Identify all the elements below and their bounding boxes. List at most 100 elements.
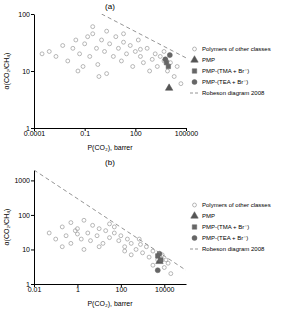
data-point <box>136 38 140 42</box>
y-tick-label: 1 <box>26 125 30 132</box>
y-tick-label: 1 <box>26 281 30 288</box>
data-point <box>91 32 95 36</box>
data-point <box>119 234 123 238</box>
y-tick-mark <box>31 180 34 181</box>
data-point <box>114 35 118 39</box>
legend-swatch <box>193 203 197 207</box>
figure: 0.00010.1100100000110100(a)P(CO₂), barre… <box>0 0 286 312</box>
data-point <box>117 239 121 243</box>
plot-area <box>40 14 186 90</box>
data-point <box>122 40 126 44</box>
data-point <box>69 241 73 245</box>
x-axis-line <box>35 284 187 285</box>
data-point <box>169 272 173 276</box>
x-tick-label: 100 <box>130 130 142 137</box>
data-point <box>60 245 64 249</box>
data-point <box>162 266 166 270</box>
data-point <box>112 231 116 235</box>
data-point <box>88 54 92 58</box>
y-tick-mark <box>31 284 34 285</box>
data-point <box>128 44 132 48</box>
data-point <box>151 263 155 267</box>
series-line <box>34 170 186 270</box>
y-axis: 110100 <box>18 11 34 132</box>
data-point <box>158 54 162 58</box>
data-point <box>148 69 152 73</box>
data-point <box>153 52 157 56</box>
data-point <box>91 223 95 227</box>
data-point <box>60 225 64 229</box>
data-point <box>40 52 44 56</box>
y-axis-title: α(CO₂/CH₄) <box>3 209 11 246</box>
data-point <box>179 82 183 86</box>
y-axis-title: α(CO₂/CH₄) <box>3 53 11 90</box>
y-axis: 1101001000 <box>14 171 34 288</box>
legend-swatch <box>192 235 197 240</box>
y-tick-mark <box>31 71 34 72</box>
y-tick: 1000 <box>14 177 34 184</box>
series-line <box>102 14 186 58</box>
legend-swatch <box>193 47 197 51</box>
data-point <box>95 46 99 50</box>
x-tick: 1 <box>76 284 80 293</box>
legend-label: PMP <box>202 57 215 63</box>
data-point <box>155 65 159 69</box>
data-point <box>167 53 172 58</box>
data-point <box>159 258 163 262</box>
data-point <box>147 255 151 259</box>
x-axis-line <box>35 128 187 129</box>
data-point <box>81 65 85 69</box>
data-point <box>164 258 168 262</box>
y-tick: 10 <box>22 68 34 75</box>
y-tick-label: 1000 <box>14 177 30 184</box>
y-tick: 100 <box>18 212 34 219</box>
y-tick-label: 100 <box>18 212 30 219</box>
data-point <box>75 227 79 231</box>
data-point <box>166 69 170 73</box>
data-point <box>96 63 100 67</box>
data-point <box>108 42 112 46</box>
data-point <box>71 46 75 50</box>
data-point <box>104 229 108 233</box>
x-axis-title: P(CO₂), barrer <box>87 300 133 308</box>
legend-swatch <box>191 212 198 218</box>
legend-label: PMP <box>202 213 215 219</box>
data-point <box>47 50 51 54</box>
data-point <box>69 221 73 225</box>
data-point <box>64 234 68 238</box>
x-tick-label: 0.1 <box>80 130 90 137</box>
data-point <box>95 234 99 238</box>
x-tick: 0.1 <box>80 128 90 137</box>
data-point <box>139 242 143 246</box>
data-point <box>97 245 101 249</box>
data-point <box>86 231 90 235</box>
panel: 0.011100100001101001000(b)P(CO₂), barrer… <box>3 158 271 308</box>
data-point <box>54 54 58 58</box>
data-point <box>138 47 142 51</box>
plot-area <box>34 170 186 276</box>
data-point <box>116 46 120 50</box>
y-axis-line <box>34 171 35 285</box>
data-point <box>103 50 107 54</box>
data-point <box>61 44 65 48</box>
data-point <box>123 249 127 253</box>
data-point <box>172 75 176 79</box>
data-point <box>89 239 93 243</box>
panel-title: (a) <box>105 2 115 11</box>
data-point <box>105 29 109 33</box>
data-point <box>78 52 82 56</box>
data-point <box>75 232 79 236</box>
legend-swatch <box>191 56 198 62</box>
panel: 0.00010.1100100000110100(a)P(CO₂), barre… <box>3 2 271 152</box>
data-point <box>155 268 160 273</box>
data-point <box>101 241 105 245</box>
data-point <box>165 84 172 90</box>
y-tick-mark <box>31 215 34 216</box>
data-point <box>125 52 129 56</box>
y-tick: 1 <box>26 125 34 132</box>
y-tick-mark <box>31 128 34 129</box>
data-point <box>129 253 133 257</box>
data-point <box>74 38 78 42</box>
legend: Polymers of other classesPMPPMP-(TMA + B… <box>190 202 271 252</box>
data-point <box>100 38 104 42</box>
